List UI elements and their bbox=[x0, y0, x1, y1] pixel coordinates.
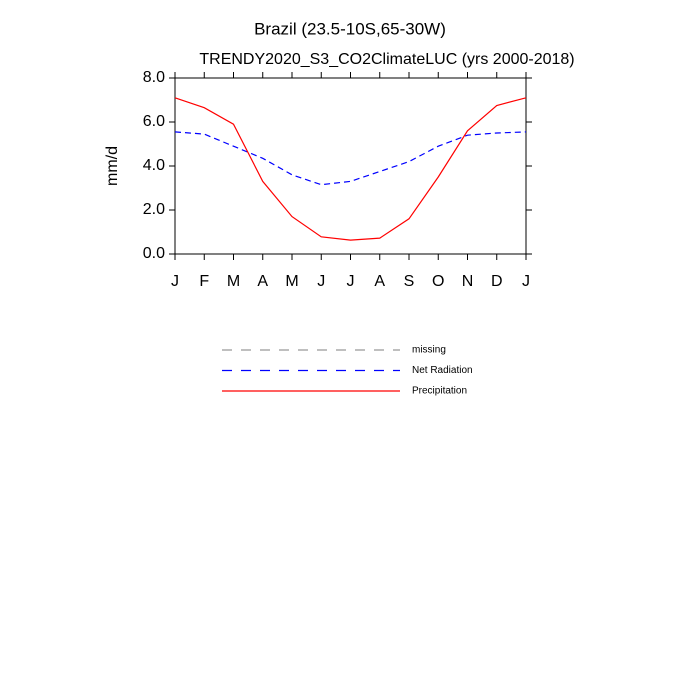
y-tick-label: 4.0 bbox=[143, 157, 165, 174]
series-line bbox=[174, 131, 527, 186]
legend-label: Precipitation bbox=[412, 386, 467, 397]
x-tick-label: J bbox=[347, 273, 355, 290]
y-axis-label: mm/d bbox=[104, 146, 121, 186]
x-tick-label: F bbox=[199, 273, 209, 290]
y-tick-label: 0.0 bbox=[143, 245, 165, 262]
y-tick-label: 2.0 bbox=[143, 201, 165, 218]
x-tick-label: J bbox=[522, 273, 530, 290]
x-tick-label: N bbox=[462, 273, 474, 290]
y-tick-label: 8.0 bbox=[143, 69, 165, 86]
legend-label: Net Radiation bbox=[412, 365, 473, 376]
y-tick-label: 6.0 bbox=[143, 113, 165, 130]
x-tick-label: A bbox=[257, 273, 268, 290]
x-tick-label: J bbox=[317, 273, 325, 290]
x-tick-label: J bbox=[171, 273, 179, 290]
chart-subtitle: TRENDY2020_S3_CO2ClimateLUC (yrs 2000-20… bbox=[199, 51, 574, 68]
x-tick-label: A bbox=[374, 273, 385, 290]
x-tick-label: D bbox=[491, 273, 503, 290]
series-line bbox=[174, 97, 527, 241]
chart-title: Brazil (23.5-10S,65-30W) bbox=[254, 19, 446, 38]
x-tick-label: O bbox=[432, 273, 444, 290]
x-tick-label: M bbox=[285, 273, 298, 290]
legend-label: missing bbox=[412, 345, 446, 356]
x-tick-label: S bbox=[404, 273, 415, 290]
plot-frame bbox=[174, 77, 527, 255]
x-tick-label: M bbox=[227, 273, 240, 290]
